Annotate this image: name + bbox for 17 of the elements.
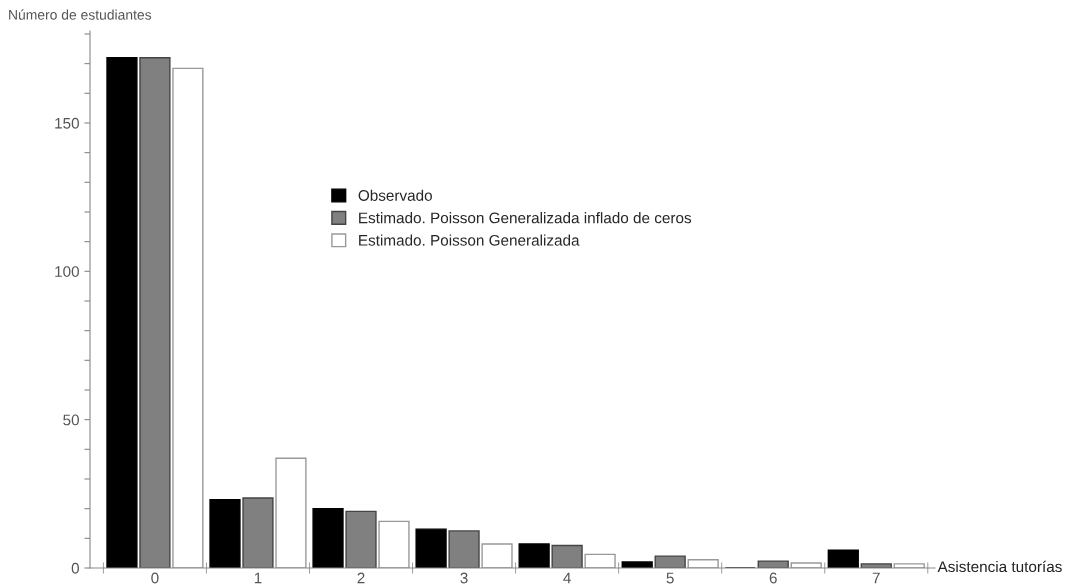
y-tick-label: 50 xyxy=(63,414,79,426)
x-tick-label: 2 xyxy=(357,572,365,584)
legend-label: Estimado. Poisson Generalizada xyxy=(359,234,580,246)
x-tick-label: 4 xyxy=(563,572,571,584)
legend-label: Estimado. Poisson Generalizada inflado de ceros xyxy=(359,212,692,224)
y-tick-label: 150 xyxy=(55,117,79,129)
x-tick-label: 1 xyxy=(254,572,262,584)
y-tick-label: 0 xyxy=(71,562,79,574)
legend-label: Observado xyxy=(358,189,432,201)
x-tick-label: 0 xyxy=(151,572,159,584)
y-tick-label: 100 xyxy=(55,266,79,277)
x-tick-label: 3 xyxy=(460,572,468,584)
y-axis-title: Número de estudiantes xyxy=(9,9,152,20)
x-axis-title: Asistencia tutorías xyxy=(937,560,1062,573)
x-tick-label: 5 xyxy=(666,572,674,584)
x-tick-label: 6 xyxy=(769,572,777,584)
x-tick-label: 7 xyxy=(872,572,880,584)
